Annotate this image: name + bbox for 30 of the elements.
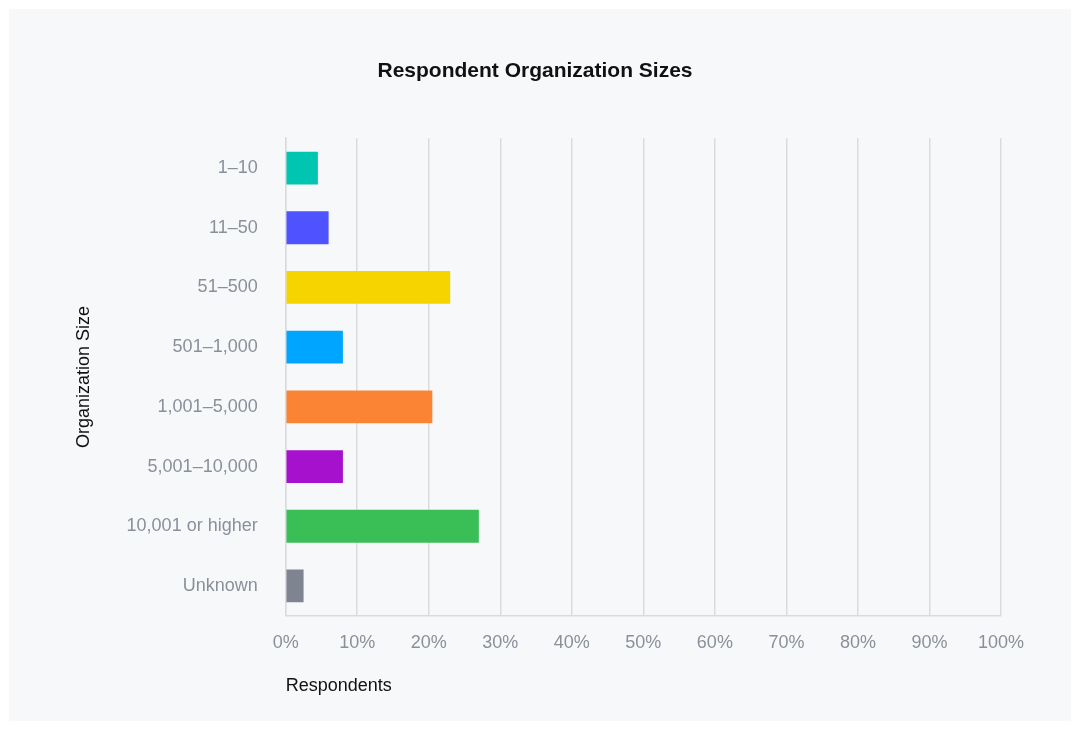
bar xyxy=(286,450,343,483)
x-tick-label: 20% xyxy=(410,631,447,652)
x-tick-label: 90% xyxy=(911,631,948,652)
y-tick-label: 10,001 or higher xyxy=(126,515,258,536)
x-axis-title: Respondents xyxy=(285,675,392,696)
x-tick-label: 10% xyxy=(339,631,376,652)
x-tick-label: 50% xyxy=(625,631,662,652)
bar xyxy=(286,211,329,245)
x-tick-label: 40% xyxy=(553,631,590,652)
x-tick-label: 30% xyxy=(482,631,519,652)
bar xyxy=(286,271,451,304)
y-tick-label: 1,001–5,000 xyxy=(157,395,258,416)
bar xyxy=(286,509,479,543)
y-tick-label: 11–50 xyxy=(208,216,258,237)
y-tick-label: 1–10 xyxy=(217,157,258,178)
x-tick-label: 80% xyxy=(839,631,876,652)
y-tick-label: 5,001–10,000 xyxy=(147,455,258,476)
x-tick-label: 100% xyxy=(977,631,1025,652)
x-tick-label: 70% xyxy=(768,631,805,652)
x-tick-label: 60% xyxy=(696,631,733,652)
x-tick-label: 0% xyxy=(272,631,299,652)
bar xyxy=(286,330,343,364)
y-tick-label: 51–500 xyxy=(197,276,258,297)
chart-title: Respondent Organization Sizes xyxy=(377,58,693,82)
y-axis-title: Organization Size xyxy=(72,305,93,449)
bar xyxy=(286,151,318,185)
bar xyxy=(286,390,433,424)
bar xyxy=(286,569,304,603)
y-tick-label: Unknown xyxy=(182,574,258,595)
y-tick-label: 501–1,000 xyxy=(172,336,258,357)
